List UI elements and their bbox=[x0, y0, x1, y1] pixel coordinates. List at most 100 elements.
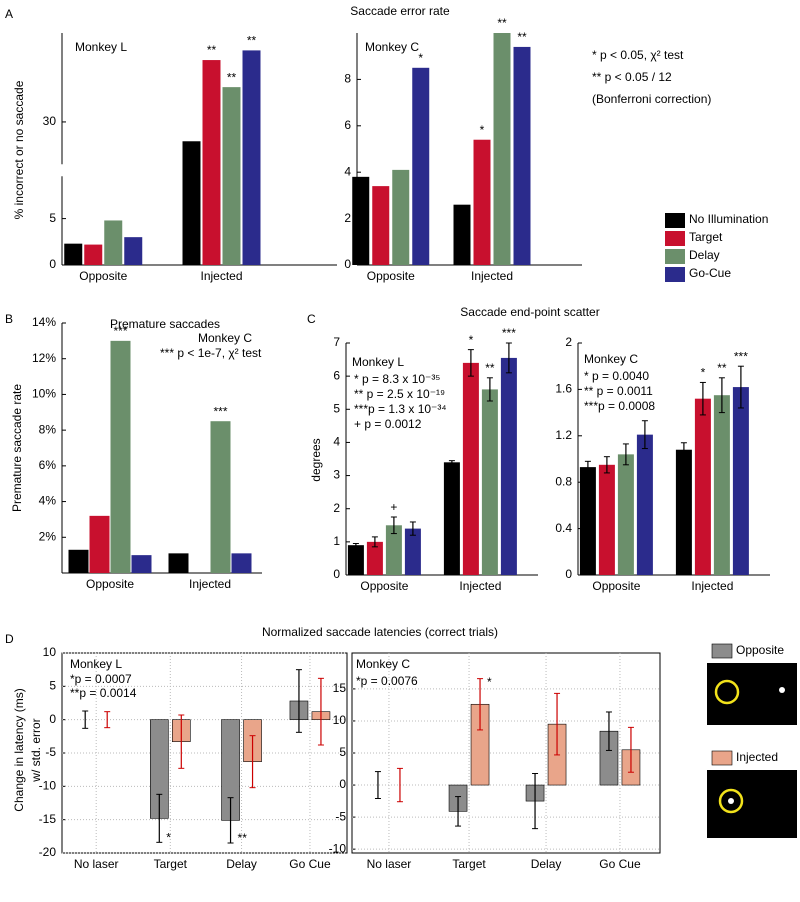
significance-marker: ** bbox=[717, 361, 727, 375]
y-tick-label: 4% bbox=[39, 494, 57, 508]
legend-swatch bbox=[711, 643, 733, 659]
significance-marker: ** bbox=[227, 70, 237, 84]
bar bbox=[352, 176, 370, 265]
annotation: ** p < 0.05 / 12 bbox=[592, 70, 672, 84]
y-tick-label: 5 bbox=[49, 679, 56, 693]
x-tick-label: Delay bbox=[226, 857, 257, 871]
bar bbox=[404, 528, 421, 575]
panel-letter: D bbox=[5, 632, 14, 646]
bar bbox=[513, 46, 531, 265]
significance-marker: *** bbox=[734, 349, 748, 363]
x-tick-label: Go Cue bbox=[289, 857, 331, 871]
y-tick-label: 30 bbox=[43, 114, 57, 128]
chart-title: Normalized saccade latencies (correct tr… bbox=[262, 625, 498, 639]
y-tick-label: 0 bbox=[344, 257, 351, 271]
subtitle: Monkey L bbox=[70, 657, 122, 671]
panel-letter: B bbox=[5, 312, 13, 326]
y-tick-label: -20 bbox=[39, 845, 57, 859]
y-tick-label: 0.4 bbox=[555, 521, 572, 535]
x-tick-label: Injected bbox=[459, 579, 501, 593]
x-tick-label: Injected bbox=[200, 269, 242, 283]
significance-marker: + bbox=[390, 500, 397, 514]
significance-marker: ** bbox=[497, 16, 507, 30]
annotation: ** p = 0.0011 bbox=[584, 384, 653, 398]
x-tick-label: Opposite bbox=[86, 577, 134, 591]
bar bbox=[598, 464, 615, 575]
y-axis-label: degrees bbox=[309, 438, 323, 481]
x-tick-label: Target bbox=[154, 857, 188, 871]
subtitle: Monkey L bbox=[75, 40, 127, 54]
legend-swatch bbox=[665, 213, 685, 228]
y-tick-label: 3 bbox=[333, 468, 340, 482]
y-tick-label: 4 bbox=[333, 435, 340, 449]
x-tick-label: Injected bbox=[471, 269, 513, 283]
fixation-dot bbox=[779, 687, 785, 693]
y-tick-label: 6% bbox=[39, 458, 57, 472]
annotation: (Bonferroni correction) bbox=[592, 92, 711, 106]
y-axis-label: Premature saccade rate bbox=[10, 384, 24, 512]
y-tick-label: 0 bbox=[49, 712, 56, 726]
y-tick-label: 10 bbox=[43, 645, 57, 659]
bar bbox=[579, 467, 596, 575]
y-tick-label: 14% bbox=[32, 315, 56, 329]
bar bbox=[493, 33, 511, 265]
bar bbox=[84, 244, 103, 265]
legend-label: Delay bbox=[689, 248, 720, 262]
subtitle: Monkey L bbox=[352, 355, 404, 369]
y-tick-label: 5 bbox=[49, 211, 56, 225]
x-tick-label: Go Cue bbox=[599, 857, 641, 871]
bar bbox=[385, 525, 402, 575]
bar bbox=[202, 60, 221, 265]
y-tick-label: 0 bbox=[339, 777, 346, 791]
legend-label: No Illumination bbox=[689, 212, 768, 226]
legend-swatch bbox=[665, 231, 685, 246]
bar bbox=[242, 50, 261, 266]
annotation: ** p = 2.5 x 10⁻¹⁹ bbox=[354, 387, 445, 401]
annotation: ***p = 0.0008 bbox=[584, 399, 655, 413]
x-tick-label: Opposite bbox=[360, 579, 408, 593]
annotation: *p = 0.0076 bbox=[356, 674, 418, 688]
bar bbox=[210, 421, 231, 573]
y-tick-label: 5 bbox=[339, 745, 346, 759]
bar bbox=[372, 186, 390, 265]
x-tick-label: Opposite bbox=[367, 269, 415, 283]
bar bbox=[231, 553, 252, 573]
y-axis-label: % incorrect or no saccade bbox=[12, 80, 26, 219]
y-tick-label: 0 bbox=[333, 567, 340, 581]
significance-marker: *** bbox=[502, 326, 516, 340]
bar bbox=[366, 541, 383, 575]
bar bbox=[347, 545, 364, 575]
y-tick-label: 2 bbox=[344, 211, 351, 225]
y-tick-label: 5 bbox=[333, 401, 340, 415]
y-tick-label: 6 bbox=[333, 368, 340, 382]
significance-marker: ** bbox=[207, 43, 217, 57]
y-tick-label: 7 bbox=[333, 335, 340, 349]
legend-swatch bbox=[665, 249, 685, 264]
significance-marker: *** bbox=[113, 324, 127, 338]
y-tick-label: 0 bbox=[49, 257, 56, 271]
bar bbox=[473, 139, 491, 265]
x-tick-label: Injected bbox=[189, 577, 231, 591]
subtitle: Monkey C bbox=[198, 331, 252, 345]
y-axis-label: Change in latency (ms) bbox=[12, 688, 26, 811]
target-ring bbox=[718, 788, 744, 814]
y-tick-label: 2 bbox=[565, 335, 572, 349]
bar bbox=[453, 204, 471, 265]
annotation: *p = 0.0007 bbox=[70, 672, 132, 686]
axis-break bbox=[59, 164, 65, 177]
y-tick-label: -5 bbox=[335, 809, 346, 823]
legend-swatch bbox=[711, 750, 733, 766]
chart-title: Premature saccades bbox=[110, 317, 220, 331]
bar bbox=[500, 357, 517, 575]
bar bbox=[732, 387, 749, 575]
significance-marker: * bbox=[166, 831, 171, 845]
bar bbox=[182, 141, 201, 265]
y-tick-label: -5 bbox=[45, 745, 56, 759]
significance-marker: ** bbox=[247, 34, 257, 48]
x-tick-label: Opposite bbox=[592, 579, 640, 593]
y-tick-label: 1.6 bbox=[555, 382, 572, 396]
annotation: * p = 0.0040 bbox=[584, 369, 649, 383]
subtitle: Monkey C bbox=[584, 352, 638, 366]
